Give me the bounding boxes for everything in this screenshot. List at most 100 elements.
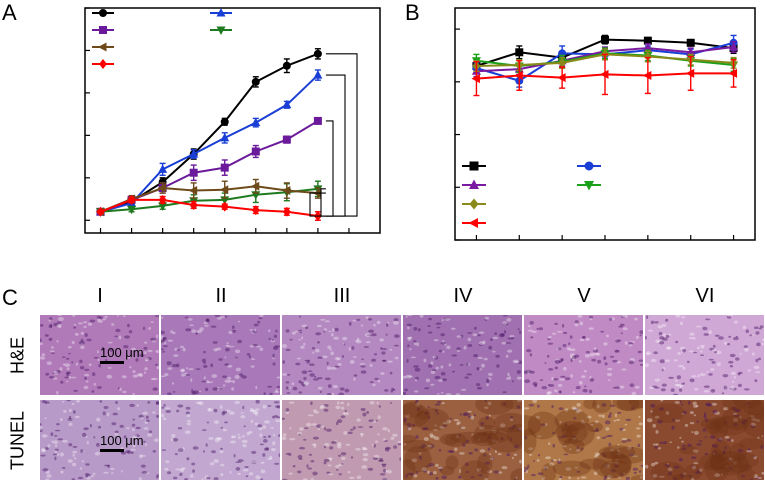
bracket-line <box>325 53 358 217</box>
column-label: II <box>215 285 227 307</box>
series-line <box>100 185 318 213</box>
data-point <box>282 206 291 217</box>
legend-item <box>92 42 114 52</box>
data-point <box>281 186 291 196</box>
data-point <box>514 70 523 80</box>
data-point <box>313 70 323 79</box>
data-point <box>313 49 322 58</box>
data-point <box>127 194 136 205</box>
legend-item <box>210 8 232 17</box>
chart-b <box>454 7 756 241</box>
data-point <box>686 38 695 47</box>
bracket-line <box>325 74 346 217</box>
significance-bracket <box>325 74 346 217</box>
bracket-line <box>325 120 334 217</box>
data-point <box>188 186 198 196</box>
column-label: III <box>333 285 351 307</box>
legend-item <box>577 181 601 191</box>
series-line <box>100 187 319 213</box>
data-point <box>251 205 260 216</box>
data-point <box>729 42 739 51</box>
row-label: H&E <box>7 337 28 375</box>
data-point <box>282 99 292 109</box>
column-label: V <box>577 285 591 307</box>
data-point <box>189 168 198 177</box>
data-point <box>220 117 229 126</box>
legend-marker <box>584 181 594 191</box>
column-label: VI <box>695 285 715 307</box>
series-line <box>100 52 319 213</box>
data-point <box>282 61 291 70</box>
data-point <box>642 70 652 80</box>
significance-bracket <box>309 192 326 217</box>
scale-bar-line <box>100 449 124 452</box>
micrograph-he-iii <box>282 315 401 395</box>
data-point <box>251 77 260 86</box>
data-point <box>220 132 230 142</box>
scale-bar: 100 μm <box>100 345 144 364</box>
micrograph-tunel-iii <box>282 400 401 480</box>
legend-marker <box>469 198 479 210</box>
data-point <box>251 147 260 156</box>
data-point <box>557 73 566 83</box>
legend-item <box>92 26 114 34</box>
significance-bracket <box>325 120 334 217</box>
row-label: TUNEL <box>7 411 28 471</box>
scale-bar: 100 μm <box>100 433 144 452</box>
significance-bracket <box>325 53 358 217</box>
data-point <box>685 68 695 78</box>
series-line <box>100 198 319 218</box>
data-point <box>250 181 260 191</box>
data-point <box>686 47 696 56</box>
bracket-line <box>309 192 326 217</box>
data-point <box>158 164 168 173</box>
data-point <box>471 74 480 84</box>
series-hpcof-660-nm-808-nm <box>471 53 738 97</box>
legend-item <box>92 9 114 17</box>
legend-marker <box>468 218 478 228</box>
data-point <box>728 68 738 78</box>
micrograph-he-vi <box>645 315 764 395</box>
legend-item <box>577 161 601 171</box>
data-point <box>643 51 652 62</box>
legend-item <box>462 161 486 171</box>
column-label: IV <box>453 285 473 307</box>
data-point <box>558 57 567 68</box>
data-point <box>220 163 229 172</box>
micrograph-tunel-i <box>40 400 159 480</box>
legend-marker <box>216 26 226 35</box>
legend-item <box>462 179 486 189</box>
legend-marker <box>99 9 107 17</box>
scale-bar-label: 100 μm <box>100 433 144 448</box>
panel-b-letter: B <box>405 0 420 25</box>
legend-item <box>210 26 232 35</box>
scale-bar-label: 100 μm <box>100 345 144 360</box>
data-point <box>643 36 652 45</box>
data-point <box>220 201 229 212</box>
legend-marker <box>99 26 107 34</box>
column-label: I <box>97 285 103 307</box>
legend-item <box>462 198 486 210</box>
data-point <box>189 199 198 210</box>
data-point <box>601 35 609 44</box>
micrograph-tunel-vi <box>645 400 764 480</box>
legend-marker <box>584 161 594 171</box>
data-point <box>157 183 167 193</box>
plot-frame <box>84 7 381 234</box>
data-point <box>251 117 261 127</box>
data-point <box>127 205 137 215</box>
data-point <box>282 135 291 144</box>
legend-item <box>92 59 114 69</box>
micrograph-he-ii <box>161 315 280 395</box>
micrograph-he-iv <box>403 315 522 395</box>
micrograph-he-i <box>40 315 159 395</box>
micrograph-he-v <box>524 315 643 395</box>
micrograph-tunel-iv <box>403 400 522 480</box>
chart-a <box>84 7 381 234</box>
legend-marker <box>98 42 107 52</box>
data-point <box>313 116 322 125</box>
micrograph-tunel-ii <box>161 400 280 480</box>
data-point <box>600 69 609 79</box>
micrograph-tunel-v <box>524 400 643 480</box>
data-point <box>158 194 167 205</box>
